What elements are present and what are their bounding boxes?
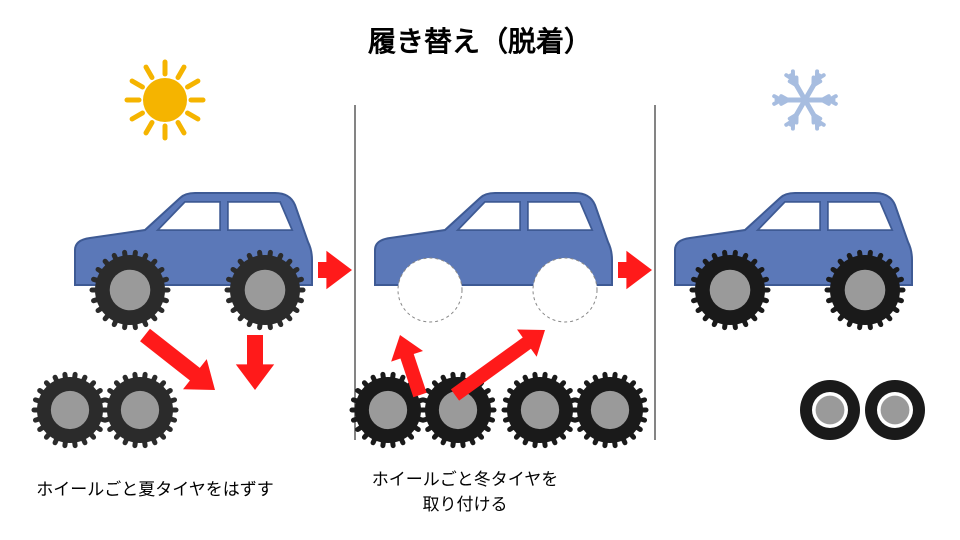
tire-spare: [800, 380, 860, 440]
sun-icon: [127, 62, 203, 138]
caption-0: ホイールごと夏タイヤをはずす: [10, 475, 300, 500]
snowflake-icon: [774, 71, 836, 128]
tire-summer: [34, 374, 106, 445]
tire-winter: [504, 374, 576, 445]
caption-1: ホイールごと冬タイヤを 取り付ける: [320, 465, 610, 515]
arrow: [318, 251, 352, 289]
tire-winter: [574, 374, 646, 445]
arrow: [236, 335, 274, 390]
arrow: [618, 251, 652, 289]
tire-summer: [104, 374, 176, 445]
diagram-canvas: [0, 0, 960, 540]
tire-ghost: [533, 258, 597, 322]
page-title: 履き替え（脱着）: [0, 20, 960, 60]
tire-ghost: [398, 258, 462, 322]
tire-spare: [865, 380, 925, 440]
